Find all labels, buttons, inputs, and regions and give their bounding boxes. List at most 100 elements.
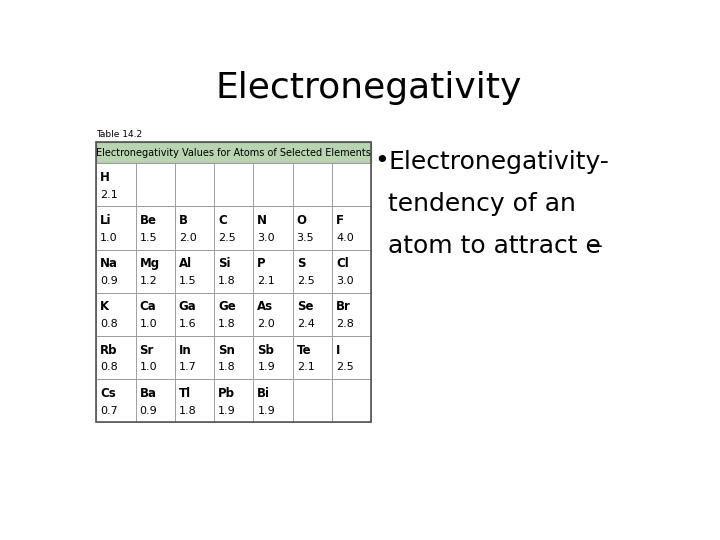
Bar	[96, 336, 135, 379]
Bar	[96, 379, 372, 422]
Bar	[293, 249, 332, 293]
Text: Be: Be	[140, 214, 156, 227]
Text: N: N	[257, 214, 267, 227]
Text: F: F	[336, 214, 344, 227]
Text: Electronegativity-: Electronegativity-	[388, 150, 609, 173]
Bar	[175, 249, 214, 293]
Text: •: •	[374, 150, 390, 173]
Text: Tl: Tl	[179, 387, 191, 400]
Bar	[253, 293, 293, 336]
Text: 0.7: 0.7	[100, 406, 118, 416]
Text: 3.0: 3.0	[257, 233, 275, 243]
Text: 2.0: 2.0	[179, 233, 197, 243]
Bar	[96, 164, 135, 206]
Text: 2.5: 2.5	[297, 276, 315, 286]
Bar	[96, 206, 135, 249]
Bar	[96, 293, 372, 336]
Bar	[175, 206, 214, 249]
Text: Al: Al	[179, 258, 192, 271]
Text: Sn: Sn	[218, 343, 235, 356]
Bar	[214, 206, 253, 249]
Text: 1.9: 1.9	[257, 362, 275, 373]
Text: 3.0: 3.0	[336, 276, 354, 286]
Text: H: H	[100, 171, 110, 184]
Text: P: P	[257, 258, 266, 271]
Bar	[135, 336, 175, 379]
Text: Table 14.2: Table 14.2	[96, 130, 143, 139]
Text: −: −	[588, 237, 604, 256]
Text: As: As	[257, 300, 274, 314]
Text: 1.8: 1.8	[218, 276, 235, 286]
Text: Sb: Sb	[257, 343, 274, 356]
Text: Br: Br	[336, 300, 351, 314]
Text: 1.8: 1.8	[179, 406, 197, 416]
Text: 4.0: 4.0	[336, 233, 354, 243]
Text: 1.0: 1.0	[100, 233, 118, 243]
Text: Electronegativity Values for Atoms of Selected Elements: Electronegativity Values for Atoms of Se…	[96, 147, 372, 158]
Text: 2.5: 2.5	[218, 233, 235, 243]
Bar	[293, 206, 332, 249]
Bar	[96, 206, 372, 249]
Text: 1.7: 1.7	[179, 362, 197, 373]
Text: 0.9: 0.9	[100, 276, 118, 286]
Text: O: O	[297, 214, 307, 227]
Text: 2.1: 2.1	[100, 190, 118, 200]
Bar	[253, 336, 293, 379]
Text: 1.9: 1.9	[218, 406, 235, 416]
Bar	[175, 164, 214, 206]
Bar	[332, 206, 372, 249]
Text: 1.6: 1.6	[179, 319, 197, 329]
Bar	[293, 336, 332, 379]
Bar	[293, 164, 332, 206]
Bar	[253, 249, 293, 293]
Bar	[175, 293, 214, 336]
Text: 1.2: 1.2	[140, 276, 157, 286]
Bar	[332, 379, 372, 422]
Text: 1.8: 1.8	[218, 319, 235, 329]
Text: Sr: Sr	[140, 343, 154, 356]
Bar	[253, 164, 293, 206]
Text: atom to attract e: atom to attract e	[388, 234, 601, 258]
Text: 1.5: 1.5	[179, 276, 197, 286]
Text: Rb: Rb	[100, 343, 117, 356]
Bar	[332, 336, 372, 379]
Text: 1.5: 1.5	[140, 233, 157, 243]
Bar	[96, 164, 372, 206]
Bar	[135, 164, 175, 206]
Bar	[214, 336, 253, 379]
Text: B: B	[179, 214, 188, 227]
Text: 2.1: 2.1	[297, 362, 315, 373]
Bar	[96, 379, 135, 422]
Text: Pb: Pb	[218, 387, 235, 400]
Bar	[214, 249, 253, 293]
Text: I: I	[336, 343, 341, 356]
Bar	[96, 142, 372, 164]
Text: K: K	[100, 300, 109, 314]
Text: Ga: Ga	[179, 300, 197, 314]
Bar	[332, 164, 372, 206]
Text: Bi: Bi	[257, 387, 270, 400]
Text: Li: Li	[100, 214, 112, 227]
Text: 2.5: 2.5	[336, 362, 354, 373]
Text: tendency of an: tendency of an	[388, 192, 576, 216]
Text: Na: Na	[100, 258, 118, 271]
Text: 2.8: 2.8	[336, 319, 354, 329]
Text: 3.5: 3.5	[297, 233, 314, 243]
Text: In: In	[179, 343, 192, 356]
Text: 1.0: 1.0	[140, 319, 157, 329]
Bar	[135, 249, 175, 293]
Text: Si: Si	[218, 258, 230, 271]
Text: 0.8: 0.8	[100, 362, 118, 373]
Text: 2.1: 2.1	[257, 276, 275, 286]
Bar	[96, 293, 135, 336]
Bar	[175, 379, 214, 422]
Bar	[135, 379, 175, 422]
Text: 0.9: 0.9	[140, 406, 157, 416]
Text: S: S	[297, 258, 305, 271]
Bar	[135, 293, 175, 336]
Text: Se: Se	[297, 300, 313, 314]
Text: Mg: Mg	[140, 258, 160, 271]
Text: Cl: Cl	[336, 258, 348, 271]
Bar	[214, 379, 253, 422]
Bar	[293, 379, 332, 422]
